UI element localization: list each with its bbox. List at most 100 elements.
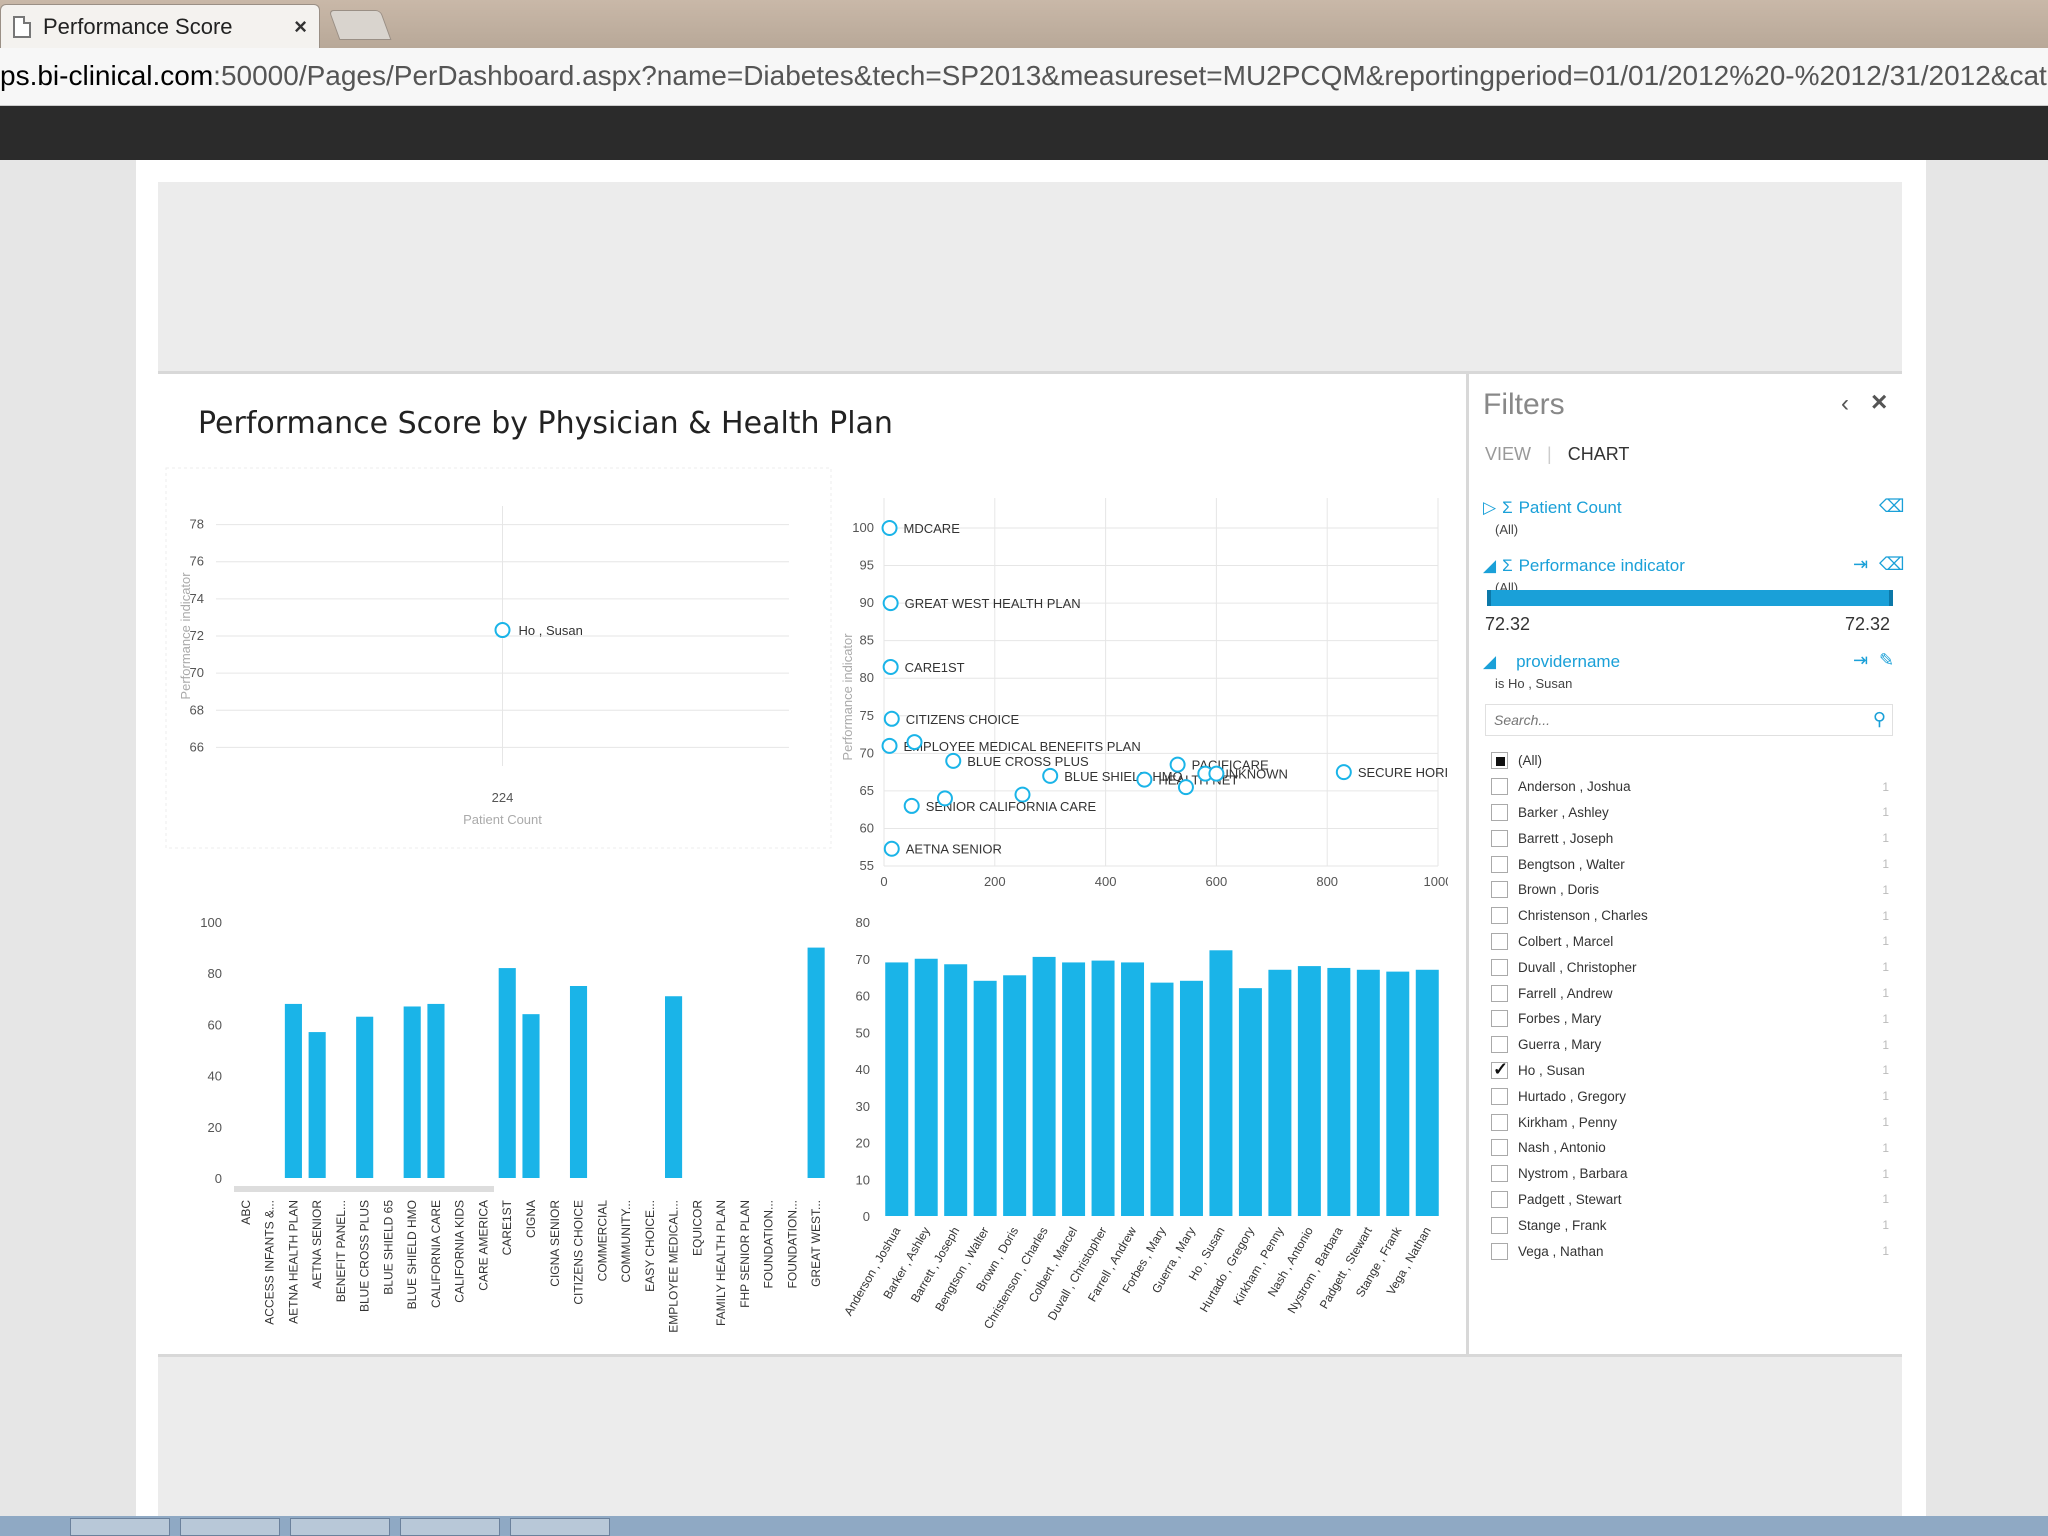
new-tab-button[interactable] xyxy=(328,10,392,40)
provider-name: Vega , Nathan xyxy=(1518,1243,1604,1259)
x-tick-label: FHP SENIOR PLAN xyxy=(738,1200,752,1308)
browser-tab[interactable]: Performance Score × xyxy=(0,4,320,48)
eraser-icon[interactable]: ⌫ xyxy=(1879,554,1905,574)
provider-item[interactable]: Padgett , Stewart 1 xyxy=(1491,1187,1893,1213)
provider-checkbox[interactable] xyxy=(1491,881,1508,899)
advanced-filter-icon[interactable]: ⇥ xyxy=(1853,650,1869,670)
filter-performance-indicator[interactable]: ◢ Σ Performance indicator xyxy=(1483,556,1685,576)
provider-name: Guerra , Mary xyxy=(1518,1037,1602,1053)
provider-checkbox[interactable] xyxy=(1491,803,1508,821)
provider-search-box[interactable]: ⚲ xyxy=(1485,704,1893,736)
taskbar-button[interactable] xyxy=(70,1518,170,1536)
close-icon[interactable]: × xyxy=(1871,386,1888,417)
provider-checkbox[interactable] xyxy=(1491,958,1508,976)
search-icon[interactable]: ⚲ xyxy=(1872,709,1886,729)
provider-item[interactable]: Hurtado , Gregory 1 xyxy=(1491,1083,1893,1109)
health-plan-bar-chart[interactable]: 0 20 40 60 80 100 ABC ACCESS INFANTS &... AETNA … xyxy=(164,886,844,1346)
provider-checkbox[interactable] xyxy=(1491,1087,1508,1105)
bar xyxy=(1386,971,1410,1216)
provider-checkbox[interactable] xyxy=(1491,1139,1508,1157)
point-label: MDCARE xyxy=(904,521,961,536)
eraser-icon[interactable]: ⌫ xyxy=(1879,496,1905,516)
provider-item[interactable]: Bengtson , Walter 1 xyxy=(1491,851,1893,877)
provider-search-input[interactable] xyxy=(1486,705,1846,735)
taskbar-button[interactable] xyxy=(510,1518,610,1536)
y-tick-label: 55 xyxy=(860,858,874,873)
physician-scatter-chart[interactable]: 66 68 70 72 74 76 78 224 Patient Count Performanc… xyxy=(164,466,844,886)
data-point xyxy=(936,790,953,807)
bar xyxy=(1062,962,1086,1216)
provider-checkbox[interactable] xyxy=(1491,907,1508,925)
taskbar-button[interactable] xyxy=(180,1518,280,1536)
bar xyxy=(498,968,516,1178)
url-path: :50000/Pages/PerDashboard.aspx?name=Diab… xyxy=(213,60,2047,91)
y-tick-label: 70 xyxy=(856,952,870,967)
taskbar-button[interactable] xyxy=(400,1518,500,1536)
address-bar[interactable]: ps.bi-clinical.com:50000/Pages/PerDashbo… xyxy=(0,48,2048,106)
provider-item[interactable]: Duvall , Christopher 1 xyxy=(1491,954,1893,980)
x-tick-label: 200 xyxy=(984,874,1006,886)
slider-min-value: 72.32 xyxy=(1485,614,1531,634)
eraser-icon[interactable]: ✎ xyxy=(1879,650,1895,670)
provider-item[interactable]: Nystrom , Barbara 1 xyxy=(1491,1161,1893,1187)
provider-checkbox[interactable] xyxy=(1491,1010,1508,1028)
provider-checkbox[interactable] xyxy=(1491,1036,1508,1054)
filter-patient-count[interactable]: ▷ Σ Patient Count xyxy=(1483,498,1622,518)
provider-name: Anderson , Joshua xyxy=(1518,779,1631,795)
data-point xyxy=(1335,764,1352,781)
provider-item[interactable]: Barrett , Joseph 1 xyxy=(1491,825,1893,851)
collapse-icon[interactable]: ◢ xyxy=(1483,652,1497,671)
provider-item[interactable]: Ho , Susan 1 xyxy=(1491,1058,1893,1084)
provider-name: Nystrom , Barbara xyxy=(1518,1166,1628,1182)
provider-item[interactable]: (All) xyxy=(1491,748,1893,774)
y-tick-label: 20 xyxy=(856,1136,870,1151)
x-tick-label: CARE1ST xyxy=(500,1199,514,1255)
provider-item[interactable]: Guerra , Mary 1 xyxy=(1491,1032,1893,1058)
health-plan-scatter-chart[interactable]: 02004006008001000556065707580859095100Pa… xyxy=(838,466,1448,886)
provider-checkbox[interactable] xyxy=(1491,1113,1508,1131)
x-tick-label: AETNA HEALTH PLAN xyxy=(286,1200,300,1324)
y-tick-label: 80 xyxy=(856,915,870,930)
x-tick-label: COMMERCIAL xyxy=(595,1200,609,1282)
collapse-icon[interactable]: ◢ xyxy=(1483,556,1497,575)
provider-item[interactable]: Anderson , Joshua 1 xyxy=(1491,774,1893,800)
url-host: ps.bi-clinical.com xyxy=(0,60,214,91)
provider-checkbox[interactable] xyxy=(1491,1216,1508,1234)
tab-view[interactable]: VIEW xyxy=(1485,444,1532,464)
provider-checkbox[interactable] xyxy=(1491,1190,1508,1208)
provider-checkbox[interactable] xyxy=(1491,778,1508,796)
tab-close-icon[interactable]: × xyxy=(294,13,307,39)
provider-checkbox[interactable] xyxy=(1491,1165,1508,1183)
provider-item[interactable]: Nash , Antonio 1 xyxy=(1491,1135,1893,1161)
expand-icon[interactable]: ▷ xyxy=(1483,498,1497,517)
provider-item[interactable]: Farrell , Andrew 1 xyxy=(1491,980,1893,1006)
advanced-filter-icon[interactable]: ⇥ xyxy=(1853,554,1869,574)
provider-checkbox[interactable] xyxy=(1491,1242,1508,1260)
provider-item[interactable]: Stange , Frank 1 xyxy=(1491,1212,1893,1238)
performance-range-slider[interactable] xyxy=(1487,590,1893,606)
tab-chart[interactable]: CHART xyxy=(1567,444,1630,464)
provider-item[interactable]: Christenson , Charles 1 xyxy=(1491,903,1893,929)
provider-checkbox[interactable] xyxy=(1491,752,1508,770)
provider-checkbox[interactable] xyxy=(1491,855,1508,873)
provider-item[interactable]: Colbert , Marcel 1 xyxy=(1491,929,1893,955)
provider-item[interactable]: Kirkham , Penny 1 xyxy=(1491,1109,1893,1135)
provider-item[interactable]: Vega , Nathan 1 xyxy=(1491,1238,1893,1264)
provider-checkbox[interactable] xyxy=(1491,984,1508,1002)
provider-checkbox[interactable] xyxy=(1491,829,1508,847)
provider-count: 1 xyxy=(1882,1140,1889,1155)
y-tick-label: 85 xyxy=(860,633,874,648)
taskbar-button[interactable] xyxy=(290,1518,390,1536)
chevron-left-icon[interactable]: ‹ xyxy=(1841,390,1849,417)
provider-checkbox[interactable] xyxy=(1491,932,1508,950)
provider-checkbox[interactable] xyxy=(1491,1059,1508,1080)
provider-item[interactable]: Brown , Doris 1 xyxy=(1491,877,1893,903)
filter-providername[interactable]: ◢ providername xyxy=(1483,652,1620,672)
bar xyxy=(1238,988,1262,1216)
provider-item[interactable]: Forbes , Mary 1 xyxy=(1491,1006,1893,1032)
bar xyxy=(944,964,968,1216)
y-tick-label: 40 xyxy=(208,1069,222,1084)
x-tick-label: CIGNA SENIOR xyxy=(548,1200,562,1287)
provider-item[interactable]: Barker , Ashley 1 xyxy=(1491,800,1893,826)
